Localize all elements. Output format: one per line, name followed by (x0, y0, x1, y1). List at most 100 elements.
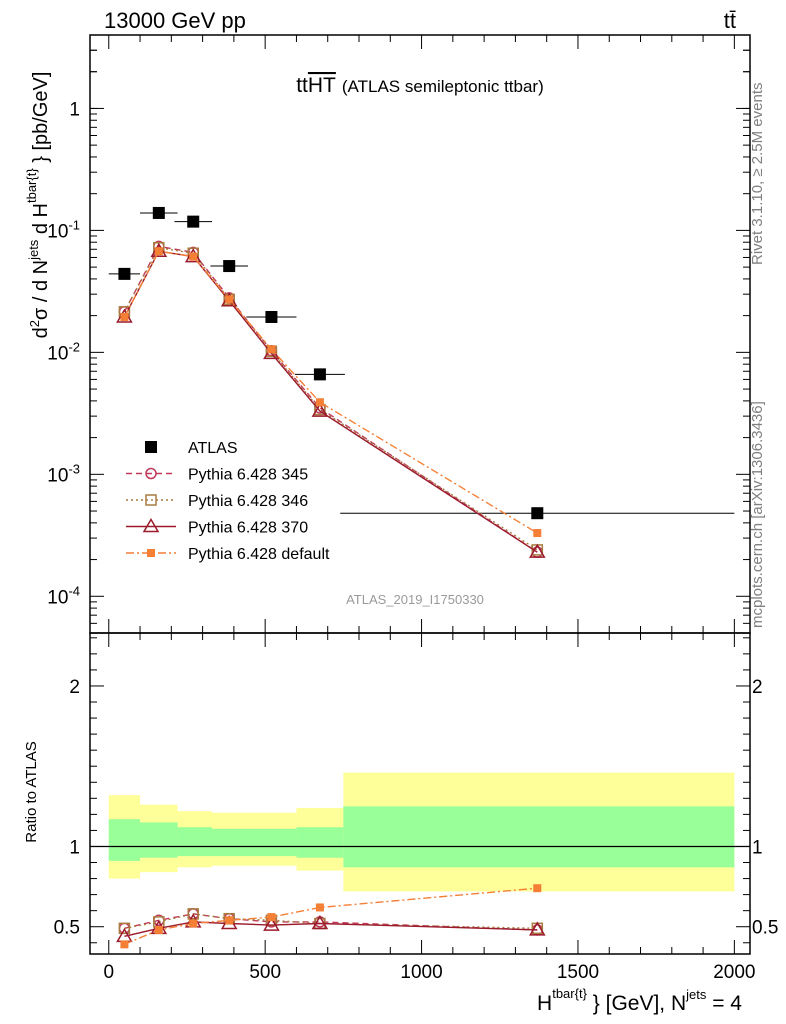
ratio-point-pythia-6-428-346 (118, 922, 131, 935)
mcplots-label: mcplots.cern.ch [arXiv:1306.3436] (749, 401, 766, 628)
y-tick-label: 1 (69, 99, 80, 120)
data-point-pythia-6-428-370 (311, 402, 329, 417)
ratio-point-pythia-6-428-default (315, 903, 324, 912)
legend-label: Pythia 6.428 370 (188, 520, 308, 537)
series-line-pythia-6-428-370 (123, 250, 538, 553)
data-point-atlas (313, 368, 326, 381)
legend-item-atlas: ATLAS (145, 440, 238, 457)
series-line-pythia-6-428-346 (123, 247, 538, 551)
legend: ATLAS Pythia 6.428 345 Pythia 6.428 346 Pyt… (126, 440, 330, 563)
ratio-y-axis-label: Ratio to ATLAS (23, 741, 40, 842)
legend-item-pythia-6-428-default: Pythia 6.428 default (126, 546, 330, 563)
x-tick-label: 500 (249, 962, 281, 983)
data-point-atlas (531, 507, 544, 520)
legend-item-pythia-6-428-370: Pythia 6.428 370 (126, 518, 308, 537)
data-point-atlas (152, 206, 165, 219)
ratio-axes: 0.5 0.5 1 1 2 2 0 500 1000 1500 2000 (54, 633, 778, 983)
series-pythia-6-428-345 (118, 240, 544, 558)
ratio-point-pythia-6-428-default (267, 913, 276, 922)
legend-marker (145, 494, 157, 506)
uncertainty-band-inner (296, 827, 344, 858)
main-plot-frame (89, 34, 751, 634)
ratio-panel: 0.5 0.5 1 1 2 2 0 500 1000 1500 2000 Ratio to ATLA… (23, 632, 778, 1015)
ratio-point-pythia-6-428-default (120, 940, 129, 949)
data-point-pythia-6-428-default (189, 252, 198, 261)
series-line-pythia-6-428-345 (123, 245, 538, 553)
uncertainty-band-inner (177, 827, 212, 857)
main-plot-content (108, 206, 735, 558)
legend-item-pythia-6-428-345: Pythia 6.428 345 (126, 467, 308, 484)
ratio-y-tick-label-right: 2 (752, 677, 763, 698)
y-tick-label: 10-4 (47, 583, 80, 608)
y-tick-label: 10-2 (47, 339, 80, 364)
ratio-y-tick-label: 2 (69, 677, 80, 698)
ratio-y-tick-label: 1 (69, 837, 80, 858)
ratio-plot-content (90, 772, 750, 949)
ratio-y-tick-label-right: 1 (752, 837, 763, 858)
legend-marker (142, 518, 160, 533)
ratio-line-pythia-6-428-default (124, 887, 538, 946)
plot-title-main: tt (296, 74, 308, 97)
legend-marker (147, 549, 155, 557)
energy-label: 13000 GeV pp (104, 8, 246, 33)
uncertainty-band-inner (343, 806, 735, 868)
x-tick-label: 0 (103, 962, 114, 983)
legend-label: ATLAS (188, 440, 238, 457)
ratio-point-pythia-6-428-370 (528, 921, 546, 936)
series-line-pythia-6-428-default (123, 250, 538, 534)
series-atlas (108, 206, 735, 520)
data-point-atlas (223, 260, 236, 273)
uncertainty-band-inner (108, 819, 141, 861)
legend-marker (145, 467, 157, 480)
data-point-atlas (265, 310, 278, 323)
data-point-atlas (118, 267, 131, 280)
main-axes: 1 10-1 10-2 10-3 10-4 (47, 34, 750, 634)
data-point-pythia-6-428-default (154, 247, 163, 256)
ratio-point-pythia-6-428-default (154, 925, 163, 934)
legend-label: Pythia 6.428 346 (188, 493, 308, 510)
series-pythia-6-428-370 (116, 242, 546, 558)
main-y-axis-label: d2σ / d Njets d Htbar{t} } [pb/GeV] (24, 72, 52, 339)
ratio-point-pythia-6-428-370 (263, 916, 280, 931)
series-pythia-6-428-346 (118, 242, 544, 556)
ratio-point-pythia-6-428-default (533, 884, 542, 893)
data-point-pythia-6-428-default (120, 312, 129, 321)
uncertainty-band-inner (211, 828, 297, 857)
data-point-atlas (187, 215, 200, 228)
ratio-series-pythia-6-428-346 (118, 908, 544, 935)
legend-marker (145, 441, 157, 453)
ratio-line-pythia-6-428-370 (124, 921, 538, 938)
plot-title-overlined: HT (308, 74, 336, 97)
rivet-version-label: Rivet 3.1.10, ≥ 2.5M events (749, 83, 766, 266)
series-pythia-6-428-default (120, 247, 542, 538)
ratio-point-pythia-6-428-default (189, 919, 198, 928)
y-tick-label: 10-3 (47, 461, 80, 486)
ratio-point-pythia-6-428-default (225, 916, 234, 925)
data-point-pythia-6-428-default (533, 529, 542, 538)
data-point-pythia-6-428-default (267, 345, 276, 354)
ratio-series-pythia-6-428-345 (118, 908, 544, 936)
main-panel: 1 10-1 10-2 10-3 10-4 ttHT (ATLAS semileptoni… (24, 34, 751, 634)
ratio-plot-frame (89, 632, 751, 955)
legend-label: Pythia 6.428 345 (188, 467, 308, 484)
x-tick-label: 1500 (557, 962, 599, 983)
x-tick-label: 1000 (400, 962, 442, 983)
legend-label: Pythia 6.428 default (188, 546, 330, 563)
x-tick-label: 2000 (713, 962, 755, 983)
data-point-pythia-6-428-default (315, 398, 324, 407)
data-point-pythia-6-428-370 (528, 543, 546, 558)
uncertainty-band-inner (140, 822, 178, 858)
plot-subtitle: (ATLAS semileptonic ttbar) (342, 77, 544, 96)
y-tick-label: 10-1 (47, 217, 80, 242)
ratio-series-pythia-6-428-370 (116, 913, 546, 943)
plot-title: ttHT (ATLAS semileptonic ttbar) (296, 74, 544, 97)
process-label: tt̄ (724, 8, 736, 33)
ratio-y-tick-label: 0.5 (54, 918, 80, 939)
ratio-point-pythia-6-428-346 (187, 908, 199, 920)
analysis-watermark: ATLAS_2019_I1750330 (346, 592, 484, 607)
ratio-y-tick-label-right: 0.5 (752, 918, 778, 939)
legend-item-pythia-6-428-346: Pythia 6.428 346 (126, 493, 308, 510)
ratio-point-pythia-6-428-370 (311, 915, 329, 930)
x-axis-label: Htbar{t} } [GeV], Njets = 4 (537, 986, 742, 1015)
